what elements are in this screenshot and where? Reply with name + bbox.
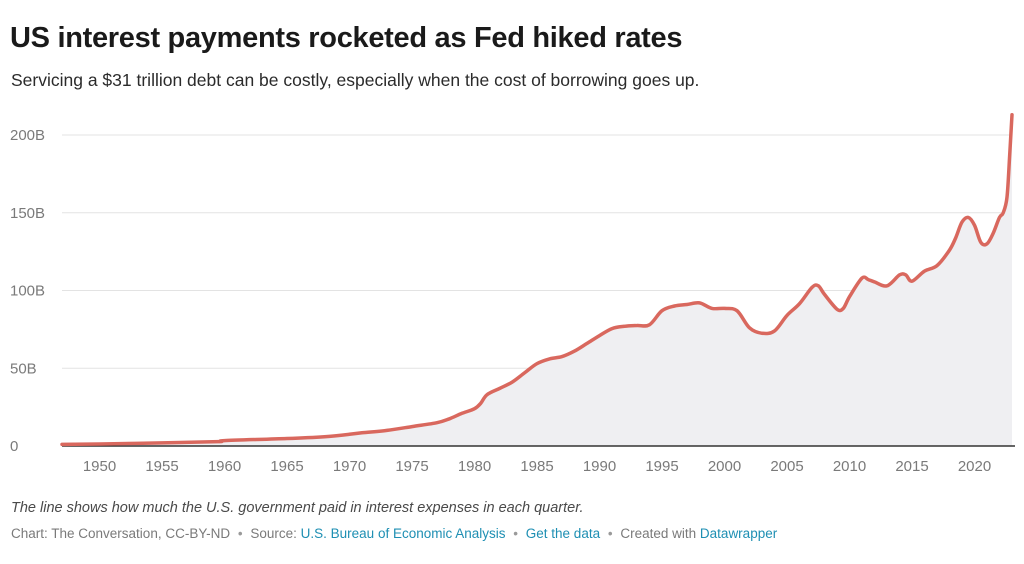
x-tick-label: 2010 [833,458,866,475]
line-chart: 0 50B 100B 150B 200B 1950 1955 1960 1965 1970 197… [10,113,1015,475]
y-tick-label: 50B [10,360,37,377]
chart-title: US interest payments rocketed as Fed hik… [10,22,683,54]
x-tick-label: 1955 [145,458,178,475]
x-tick-label: 2015 [895,458,928,475]
source-label: Source: [250,526,297,541]
x-tick-label: 1980 [458,458,491,475]
x-tick-label: 1970 [333,458,366,475]
y-tick-label: 0 [10,438,18,455]
x-tick-label: 1960 [208,458,241,475]
area-fill [62,114,1012,447]
footer-separator: • [513,526,519,541]
x-tick-label: 2000 [708,458,741,475]
footer-separator: • [607,526,613,541]
x-tick-label: 1975 [395,458,428,475]
chart-subtitle: Servicing a $31 trillion debt can be cos… [11,70,700,90]
x-tick-label: 1965 [270,458,303,475]
x-tick-label: 1995 [645,458,678,475]
chart-credit: Chart: The Conversation, CC-BY-ND [11,526,231,541]
created-with-label: Created with [620,526,697,541]
chart-note: The line shows how much the U.S. governm… [11,500,584,516]
datawrapper-link[interactable]: Datawrapper [699,526,778,541]
source-link[interactable]: U.S. Bureau of Economic Analysis [300,526,506,541]
series-line [60,113,1014,447]
footer-separator: • [237,526,243,541]
x-tick-label: 2020 [958,458,991,475]
get-the-data-link[interactable]: Get the data [525,526,601,541]
x-tick-label: 1950 [83,458,116,475]
y-tick-label: 150B [10,205,45,222]
x-tick-label: 1985 [520,458,553,475]
x-tick-label: 2005 [770,458,803,475]
x-tick-label: 1990 [583,458,616,475]
y-axis-labels: 0 50B 100B 150B 200B [10,127,45,455]
y-tick-label: 200B [10,127,45,144]
x-axis-labels: 1950 1955 1960 1965 1970 1975 1980 1985 1990 1995… [83,458,991,475]
chart-footer: Chart: The Conversation, CC-BY-ND • Sour… [11,526,777,541]
y-tick-label: 100B [10,283,45,300]
